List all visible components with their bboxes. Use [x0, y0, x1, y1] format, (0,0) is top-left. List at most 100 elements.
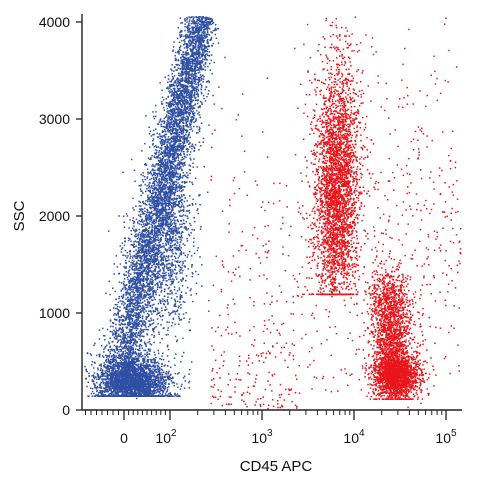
blue-point [142, 301, 144, 304]
blue-point [129, 317, 131, 320]
blue-point [149, 305, 152, 307]
blue-point [144, 304, 147, 306]
blue-point [191, 49, 194, 52]
blue-point [141, 236, 144, 238]
blue-point [178, 111, 181, 114]
blue-point [137, 252, 140, 254]
blue-point [198, 69, 200, 71]
blue-point [106, 344, 108, 347]
blue-point [180, 206, 182, 208]
blue-point [156, 255, 158, 257]
blue-point [151, 279, 153, 281]
blue-point [192, 19, 194, 21]
blue-point [184, 112, 186, 114]
blue-point [143, 291, 146, 293]
blue-point [168, 130, 171, 132]
blue-point [161, 191, 163, 193]
blue-point [156, 313, 158, 316]
blue-point [120, 343, 122, 346]
blue-point [152, 206, 155, 209]
blue-point [169, 85, 172, 88]
blue-point [150, 206, 152, 209]
blue-point [192, 31, 194, 33]
blue-point [147, 315, 149, 317]
blue-point [113, 307, 115, 309]
blue-point [116, 338, 118, 340]
blue-point [185, 73, 188, 75]
blue-point [179, 97, 181, 99]
blue-point [122, 283, 125, 285]
blue-point [202, 52, 204, 54]
blue-point [109, 320, 112, 322]
blue-point [125, 262, 128, 264]
blue-point [139, 252, 141, 254]
blue-point [192, 54, 195, 57]
blue-point [164, 200, 166, 203]
blue-point [180, 57, 182, 59]
blue-point [169, 80, 171, 83]
blue-point [198, 81, 200, 83]
blue-point [195, 27, 197, 30]
blue-point [190, 69, 192, 72]
blue-point [198, 16, 200, 18]
blue-point [176, 77, 179, 79]
data-points [84, 16, 462, 410]
blue-point [123, 304, 125, 306]
blue-point [127, 300, 130, 302]
blue-point [110, 373, 113, 376]
blue-point [177, 138, 179, 141]
blue-point [146, 176, 149, 178]
blue-point [136, 317, 138, 319]
blue-point [198, 149, 200, 151]
blue-point [203, 44, 205, 46]
blue-point [129, 316, 131, 318]
blue-point [185, 61, 188, 64]
blue-point [151, 204, 153, 207]
blue-point [115, 319, 118, 321]
blue-point [177, 119, 179, 121]
blue-point [188, 96, 190, 98]
blue-point [129, 323, 132, 326]
blue-point [208, 34, 211, 36]
blue-point [191, 35, 193, 38]
blue-point [135, 352, 138, 355]
blue-point [174, 159, 177, 162]
blue-point [140, 233, 142, 235]
blue-point [182, 101, 184, 103]
blue-point [189, 82, 191, 84]
blue-point [160, 123, 162, 126]
blue-point [125, 326, 127, 328]
blue-point [195, 31, 198, 34]
blue-point [175, 103, 177, 105]
blue-point [151, 201, 154, 203]
blue-point [158, 249, 161, 252]
blue-point [158, 286, 161, 289]
blue-point [141, 290, 143, 292]
blue-point [148, 158, 151, 161]
blue-point [171, 145, 173, 147]
blue-point [176, 126, 179, 128]
blue-point [147, 214, 150, 217]
blue-point [158, 178, 161, 180]
blue-point [185, 59, 187, 61]
blue-point [139, 269, 141, 272]
blue-point [191, 147, 193, 150]
blue-point [131, 329, 133, 331]
blue-point [196, 66, 199, 69]
blue-point [131, 308, 133, 311]
blue-point [200, 91, 203, 94]
blue-point [175, 170, 177, 172]
blue-point [152, 133, 154, 136]
blue-point [194, 67, 197, 69]
blue-point [174, 59, 177, 61]
blue-point [192, 73, 195, 76]
blue-point [156, 182, 159, 184]
blue-point [150, 211, 152, 214]
blue-point [155, 307, 157, 309]
blue-point [145, 254, 147, 256]
blue-point [132, 299, 134, 301]
blue-point [119, 245, 121, 247]
blue-point [193, 62, 196, 64]
blue-point [148, 313, 150, 316]
blue-point [176, 119, 178, 122]
